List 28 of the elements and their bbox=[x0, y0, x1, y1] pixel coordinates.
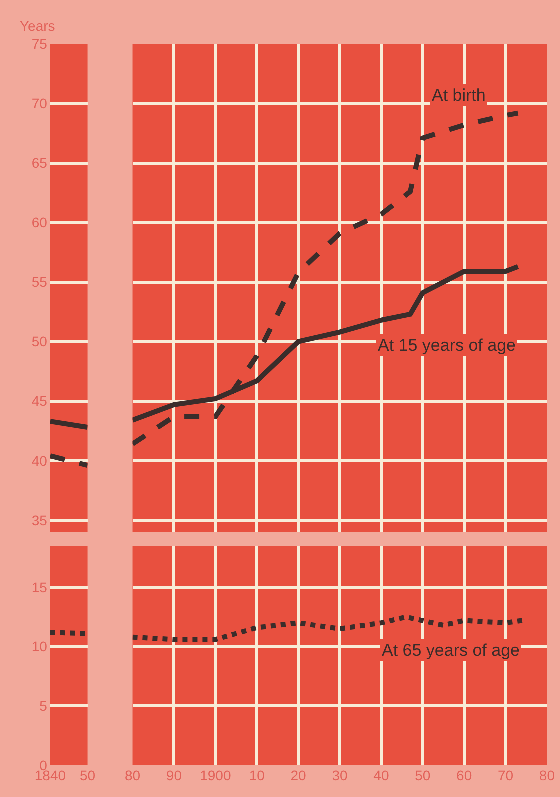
x-tick-label: 50 bbox=[415, 767, 431, 784]
x-tick-label: 80 bbox=[124, 767, 141, 784]
x-tick-label: 60 bbox=[456, 767, 472, 784]
series-label: At 15 years of age bbox=[378, 336, 516, 355]
x-tick-label: 10 bbox=[249, 767, 266, 784]
x-tick-label: 70 bbox=[498, 767, 514, 784]
y-tick-label: 60 bbox=[32, 214, 48, 231]
x-tick-label: 80 bbox=[539, 767, 556, 784]
x-tick-label: 50 bbox=[80, 767, 96, 784]
x-tick-label: 40 bbox=[374, 767, 390, 784]
y-tick-label: 15 bbox=[32, 579, 48, 596]
y-tick-label: 10 bbox=[32, 638, 48, 655]
y-axis-title: Years bbox=[20, 18, 56, 34]
y-tick-label: 55 bbox=[32, 274, 48, 290]
y-tick-label: 50 bbox=[32, 334, 48, 350]
y-tick-label: 40 bbox=[32, 452, 48, 469]
y-tick-label: 45 bbox=[32, 393, 48, 410]
y-tick-label: 70 bbox=[32, 96, 48, 112]
series-label: At birth bbox=[432, 86, 486, 105]
y-tick-label: 5 bbox=[40, 698, 48, 714]
x-tick-label: 20 bbox=[290, 767, 307, 784]
y-tick-label: 35 bbox=[32, 512, 48, 528]
y-tick-label: 75 bbox=[32, 36, 48, 52]
series-label: At 65 years of age bbox=[382, 641, 520, 660]
y-tick-label: 65 bbox=[32, 155, 48, 172]
x-tick-label: 1900 bbox=[200, 767, 232, 784]
x-tick-label: 90 bbox=[166, 767, 182, 784]
x-tick-label: 30 bbox=[332, 767, 348, 784]
